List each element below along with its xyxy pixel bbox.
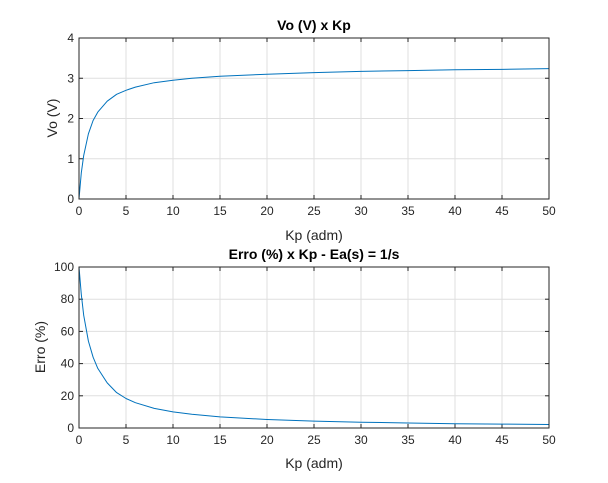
y-tick-label: 4 — [67, 31, 74, 45]
x-tick-label: 10 — [166, 204, 180, 218]
plot-frame — [78, 266, 550, 429]
grid — [79, 38, 549, 199]
y-tick-label: 3 — [67, 71, 74, 85]
x-tick-label: 20 — [260, 433, 274, 447]
x-tick-label: 50 — [542, 204, 556, 218]
x-tick-label: 30 — [354, 204, 368, 218]
y-tick-label: 0 — [67, 421, 74, 435]
y-tick-label: 2 — [67, 112, 74, 126]
x-tick-label: 25 — [307, 433, 321, 447]
series-line — [78, 68, 550, 200]
y-axis-label: Vo (V) — [44, 99, 60, 138]
series-layer — [78, 266, 550, 425]
x-tick-label: 0 — [76, 204, 83, 218]
y-tick-label: 1 — [67, 152, 74, 166]
x-tick-label: 15 — [213, 433, 227, 447]
plot-title: Vo (V) x Kp — [277, 17, 351, 33]
y-tick-label: 0 — [67, 192, 74, 206]
y-axis-label: Erro (%) — [32, 321, 48, 373]
x-tick-label: 35 — [401, 433, 415, 447]
plot-vo-vs-kp: Vo (V) x Kp 0 5 10 15 20 25 30 35 40 45 50 0 1 2 3 4 Kp… — [44, 17, 556, 243]
x-tick-label: 0 — [76, 433, 83, 447]
plot-erro-vs-kp: Erro (%) x Kp - Ea(s) = 1/s 0 5 10 15 20 25 30… — [32, 246, 556, 471]
y-tick-label: 20 — [61, 389, 75, 403]
plot-title: Erro (%) x Kp - Ea(s) = 1/s — [229, 246, 400, 262]
y-tick-label: 100 — [54, 260, 74, 274]
grid — [79, 267, 549, 428]
x-tick-label: 45 — [495, 204, 509, 218]
series-layer — [78, 68, 550, 200]
x-tick-label: 20 — [260, 204, 274, 218]
plot-frame — [78, 37, 550, 200]
x-tick-label: 15 — [213, 204, 227, 218]
x-tick-label: 35 — [401, 204, 415, 218]
y-tick-label: 80 — [61, 292, 75, 306]
x-tick-label: 25 — [307, 204, 321, 218]
x-tick-label: 40 — [448, 433, 462, 447]
x-tick-label: 50 — [542, 433, 556, 447]
x-tick-label: 5 — [123, 433, 130, 447]
x-tick-label: 45 — [495, 433, 509, 447]
y-tick-label: 60 — [61, 324, 75, 338]
series-line — [78, 266, 550, 425]
x-axis-label: Kp (adm) — [285, 455, 343, 471]
x-tick-label: 30 — [354, 433, 368, 447]
y-tick-label: 40 — [61, 357, 75, 371]
tick-labels: 0 5 10 15 20 25 30 35 40 45 50 0 1 2 3 4 — [67, 31, 556, 218]
x-axis-label: Kp (adm) — [285, 227, 343, 243]
tick-labels: 0 5 10 15 20 25 30 35 40 45 50 0 20 40 60 80 100 — [54, 260, 556, 447]
x-tick-label: 40 — [448, 204, 462, 218]
x-tick-label: 10 — [166, 433, 180, 447]
x-tick-label: 5 — [123, 204, 130, 218]
